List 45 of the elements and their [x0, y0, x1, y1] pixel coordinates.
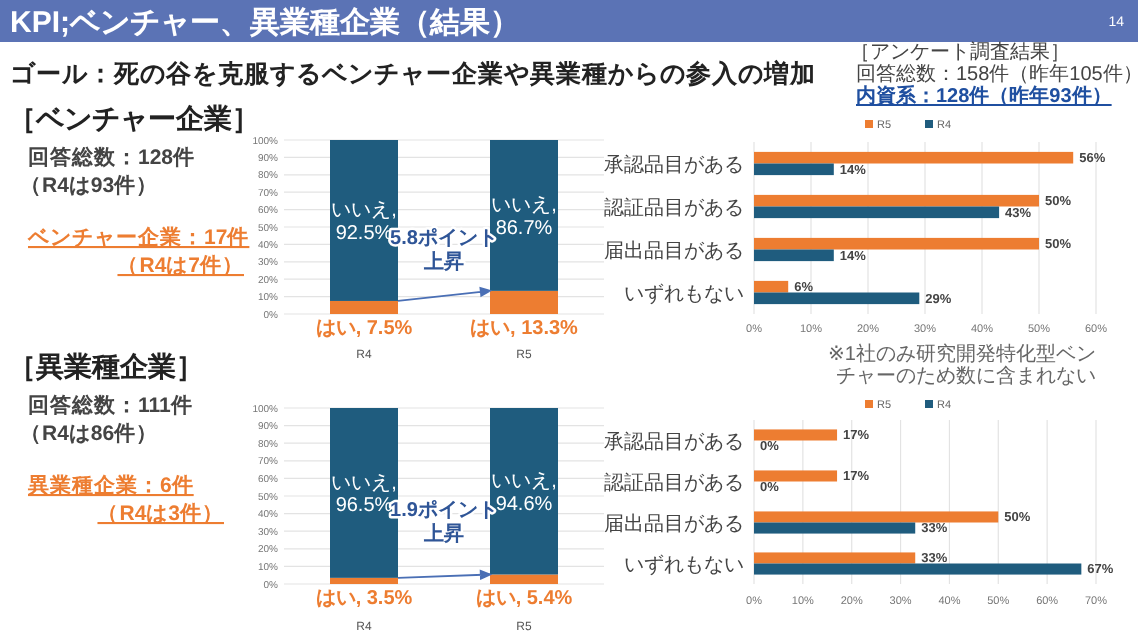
- y-tick-label: 認証品目がある: [604, 195, 744, 220]
- y-tick-label: 届出品目がある: [604, 511, 744, 536]
- data-label: いいえ, 86.7%: [491, 195, 557, 240]
- text: （R4は93件）: [20, 172, 159, 198]
- text: ［ベンチャー企業］: [8, 102, 260, 134]
- bar: [754, 552, 916, 564]
- y-tick-label: いずれもない: [624, 552, 744, 577]
- bar: [330, 300, 398, 314]
- y-tick-label: いずれもない: [624, 281, 744, 306]
- data-label: いいえ, 94.6%: [491, 471, 557, 516]
- y-tick-label: 認証品目がある: [604, 470, 744, 495]
- bar: [754, 151, 1074, 164]
- data-label: はい, 3.5%: [315, 588, 413, 610]
- bar: [754, 470, 838, 482]
- text: ベンチャー企業：17件: [26, 224, 250, 250]
- bar: [490, 140, 558, 291]
- text: ※1社のみ研究開発特化型ベンチャーのため数に含まれない: [828, 342, 1096, 388]
- bar: [754, 194, 1039, 207]
- text: 回答総数：128件: [28, 144, 196, 170]
- text: ［アンケート調査結果］: [850, 40, 1070, 64]
- text: ［異業種企業］: [8, 350, 204, 382]
- data-label: はい, 13.3%: [470, 318, 579, 340]
- y-tick-label: 届出品目がある: [604, 238, 744, 263]
- bar: [754, 163, 834, 176]
- bar: [754, 249, 834, 262]
- bar: [754, 511, 999, 523]
- text: 回答総数：158件（昨年105件）: [856, 62, 1138, 86]
- data-label: はい, 7.5%: [315, 318, 413, 340]
- bar: [754, 292, 920, 305]
- y-tick-label: 承認品目がある: [604, 152, 744, 177]
- bar: [754, 206, 1000, 219]
- text: （R4は86件）: [20, 420, 159, 446]
- text: ゴール：死の谷を克服するベンチャー企業や異業種からの参入の増加: [10, 58, 816, 88]
- data-label: はい, 5.4%: [475, 588, 573, 610]
- bar: [754, 237, 1039, 250]
- text: 異業種企業：6件: [26, 472, 194, 498]
- text: KPI;ベンチャー、異業種企業（結果）: [10, 6, 520, 40]
- bar: [754, 280, 789, 293]
- bar: [754, 429, 838, 441]
- text: 回答総数：111件: [28, 392, 193, 418]
- bar: [754, 563, 1082, 575]
- bar: [490, 408, 558, 575]
- bar: [754, 522, 916, 534]
- bar: [330, 577, 398, 584]
- y-tick-label: 承認品目がある: [604, 429, 744, 454]
